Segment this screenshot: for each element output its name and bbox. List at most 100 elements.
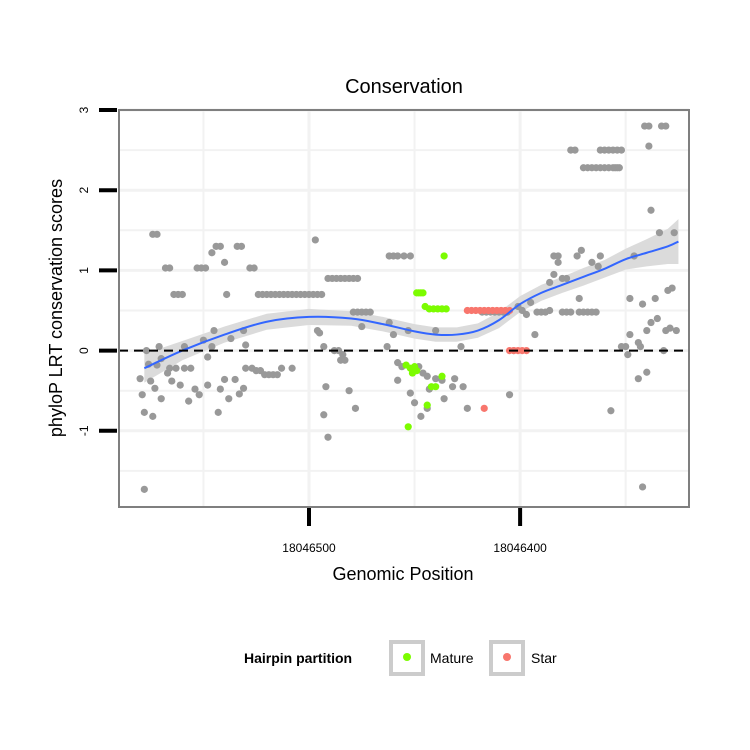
point-other	[324, 433, 332, 441]
point-other	[554, 252, 562, 260]
point-other	[311, 236, 319, 244]
point-other	[320, 342, 328, 351]
point-other	[577, 246, 585, 254]
point-other	[626, 294, 634, 303]
y-axis-label: phyloP LRT conservation scores	[46, 179, 66, 437]
smooth-line	[143, 240, 679, 370]
point-other	[223, 290, 231, 299]
point-other	[607, 407, 615, 415]
point-other	[208, 342, 216, 351]
plot-frame-group	[118, 109, 690, 508]
point-other	[451, 375, 459, 383]
point-other	[216, 385, 224, 393]
point-other	[571, 146, 579, 154]
point-other	[531, 330, 539, 339]
point-other	[242, 364, 250, 372]
x-axis-label: Genomic Position	[332, 564, 473, 584]
point-other	[647, 206, 655, 214]
point-other	[653, 314, 661, 323]
point-other	[643, 368, 651, 376]
point-other	[187, 364, 195, 372]
legend-dot-mature	[403, 653, 411, 661]
point-other	[527, 298, 535, 307]
point-other	[417, 412, 425, 420]
x-tick-label: 18046400	[493, 541, 547, 555]
point-other	[668, 284, 676, 292]
point-other	[394, 376, 402, 384]
point-other	[180, 364, 189, 372]
point-other	[366, 308, 374, 316]
point-other	[617, 146, 626, 154]
point-other	[225, 395, 233, 403]
point-other	[153, 230, 161, 238]
point-mature	[404, 423, 412, 431]
legend-dot-star	[503, 653, 511, 661]
point-other	[220, 375, 229, 384]
point-other	[567, 308, 575, 316]
point-other	[634, 375, 642, 383]
x-tick-label: 18046500	[282, 541, 336, 555]
point-mature	[423, 401, 431, 409]
plot-border	[118, 109, 690, 508]
point-other	[216, 242, 224, 250]
point-other	[277, 364, 286, 372]
point-other	[204, 381, 212, 389]
point-other	[662, 122, 670, 130]
point-other	[406, 389, 414, 397]
point-other	[353, 274, 362, 283]
point-other	[505, 391, 514, 399]
point-other	[176, 381, 184, 389]
point-other	[204, 353, 212, 361]
point-other	[214, 408, 222, 416]
x-axis: 18046500 18046400	[282, 508, 547, 555]
point-other	[459, 383, 467, 391]
point-star	[505, 306, 514, 315]
point-other	[672, 326, 680, 335]
point-other	[594, 262, 602, 270]
point-other	[142, 347, 151, 355]
point-other	[588, 258, 596, 266]
point-other	[448, 383, 457, 391]
point-other	[406, 252, 414, 260]
point-other	[136, 375, 144, 383]
point-other	[168, 377, 176, 385]
point-other	[423, 372, 431, 380]
point-other	[341, 356, 349, 364]
point-other	[147, 377, 155, 385]
legend-label-mature: Mature	[430, 650, 474, 666]
point-other	[546, 306, 554, 315]
point-other	[239, 384, 248, 392]
point-other	[242, 341, 250, 349]
point-other	[383, 342, 391, 351]
point-mature	[419, 289, 427, 297]
legend-label-star: Star	[531, 650, 557, 666]
point-mature	[413, 367, 421, 375]
point-other	[463, 404, 471, 412]
y-tick-label: 2	[77, 187, 91, 194]
point-other	[554, 258, 562, 266]
point-other	[220, 258, 229, 266]
point-other	[670, 229, 678, 237]
point-other	[191, 385, 199, 393]
point-other	[389, 330, 398, 339]
point-other	[201, 264, 210, 272]
point-other	[432, 326, 440, 335]
point-other	[394, 252, 402, 260]
point-other	[235, 390, 243, 398]
legend: Hairpin partition Mature Star	[244, 640, 557, 676]
point-other	[440, 395, 448, 403]
y-axis: -1 0 1 2 3	[77, 106, 117, 436]
point-other	[651, 294, 659, 303]
point-other	[647, 318, 655, 327]
point-other	[522, 310, 531, 319]
point-mature	[440, 252, 448, 260]
point-other	[410, 399, 419, 407]
point-other	[178, 290, 186, 299]
point-other	[339, 351, 347, 359]
legend-title: Hairpin partition	[244, 650, 352, 666]
chart-title: Conservation	[345, 76, 463, 98]
point-other	[288, 364, 296, 372]
point-other	[250, 264, 258, 272]
point-other	[318, 290, 326, 299]
point-other	[140, 408, 148, 416]
